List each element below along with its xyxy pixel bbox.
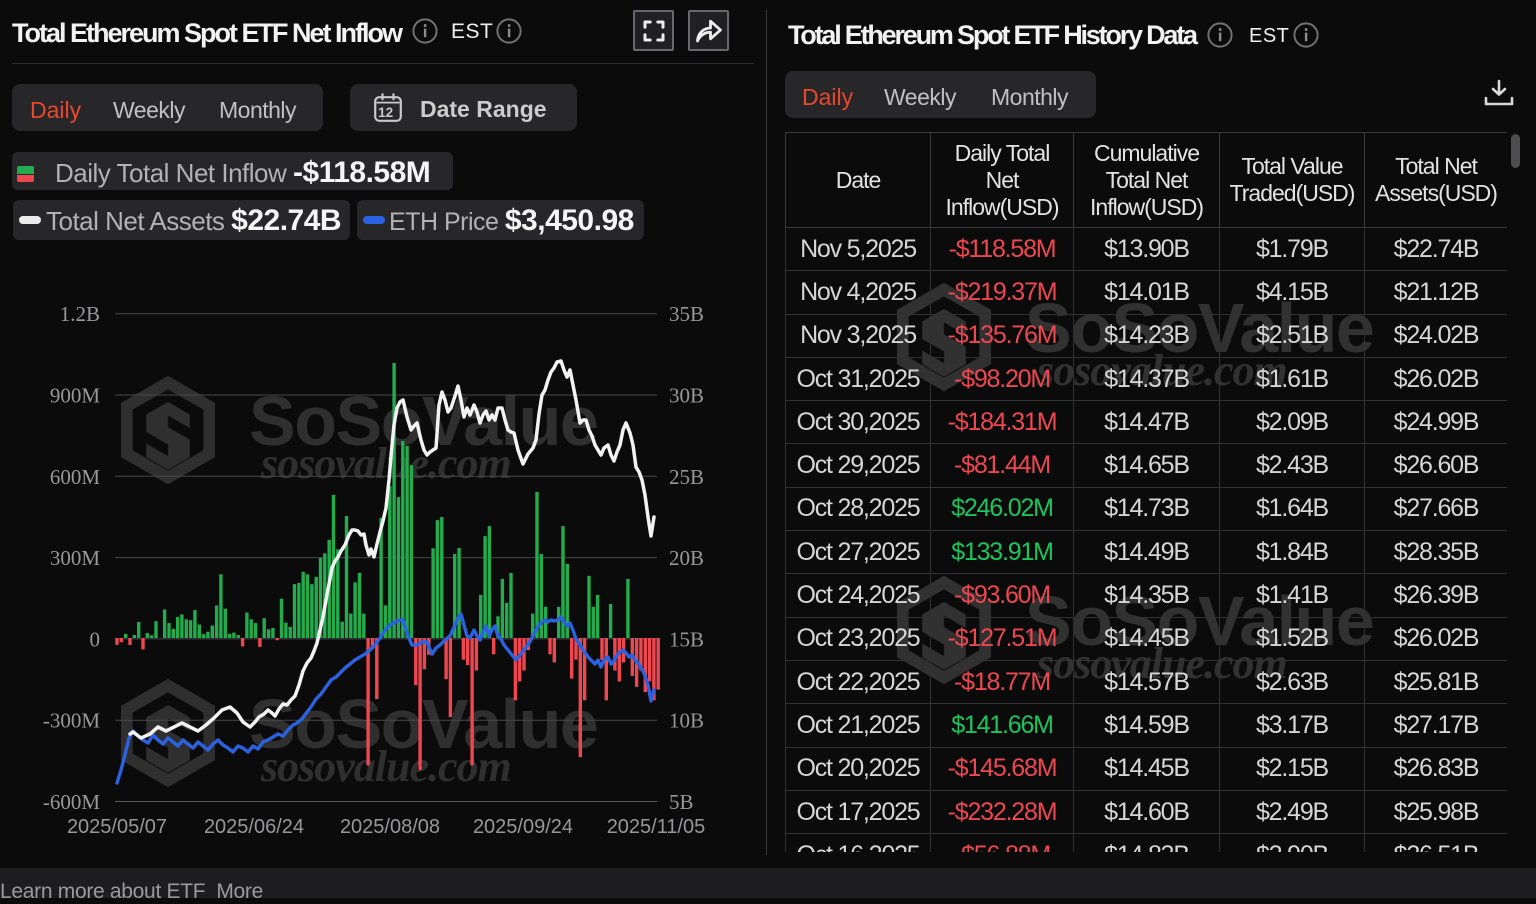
svg-text:-600M: -600M xyxy=(43,790,100,814)
svg-text:0: 0 xyxy=(90,627,101,651)
svg-text:20B: 20B xyxy=(669,546,704,570)
svg-text:600M: 600M xyxy=(50,465,101,489)
svg-text:30B: 30B xyxy=(669,384,704,408)
svg-text:10B: 10B xyxy=(669,709,704,733)
svg-text:15B: 15B xyxy=(669,627,704,651)
svg-text:2025/06/24: 2025/06/24 xyxy=(204,816,304,838)
svg-text:2025/11/05: 2025/11/05 xyxy=(607,816,706,838)
svg-text:-300M: -300M xyxy=(43,709,100,733)
svg-text:35B: 35B xyxy=(669,302,704,326)
svg-text:2025/05/07: 2025/05/07 xyxy=(67,816,167,838)
svg-text:1.2B: 1.2B xyxy=(60,302,100,326)
svg-text:12: 12 xyxy=(378,105,393,120)
svg-text:300M: 300M xyxy=(50,546,101,570)
svg-text:25B: 25B xyxy=(669,465,704,489)
svg-text:2025/09/24: 2025/09/24 xyxy=(473,816,573,838)
svg-text:2025/08/08: 2025/08/08 xyxy=(340,816,440,838)
svg-text:900M: 900M xyxy=(50,384,101,408)
svg-text:5B: 5B xyxy=(669,790,694,814)
